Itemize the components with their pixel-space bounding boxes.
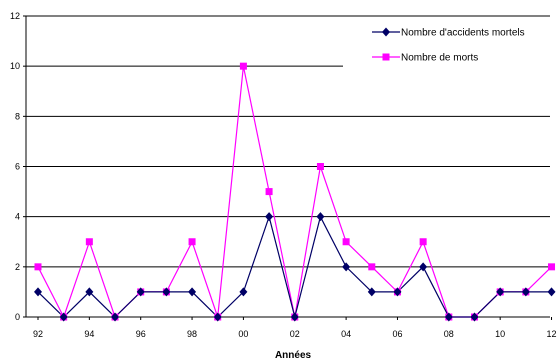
y-tick-label: 2 (15, 262, 20, 272)
y-tick-label: 6 (15, 162, 20, 172)
data-point (393, 287, 402, 297)
data-point (265, 212, 274, 222)
data-point (367, 287, 376, 297)
x-tick-label: 10 (495, 329, 505, 339)
data-point (521, 287, 530, 297)
data-point (547, 287, 556, 297)
x-tick-label: 00 (238, 329, 248, 339)
y-tick-label: 8 (15, 111, 20, 121)
legend-swatch-marker (382, 27, 390, 37)
data-point (444, 312, 453, 322)
data-point (34, 287, 42, 297)
y-tick-label: 4 (15, 212, 20, 222)
data-point (265, 188, 273, 196)
data-point (419, 262, 428, 272)
data-point (162, 287, 171, 297)
x-tick-label: 12 (547, 329, 557, 339)
data-point (368, 263, 376, 271)
data-point (239, 287, 248, 297)
data-point (290, 312, 299, 322)
data-point (188, 238, 196, 246)
y-tick-label: 10 (10, 61, 20, 71)
x-tick-label: 94 (84, 329, 94, 339)
x-tick-label: 98 (187, 329, 197, 339)
data-point (548, 263, 556, 271)
legend-label: Nombre de morts (401, 53, 478, 64)
x-tick-label: 96 (136, 329, 146, 339)
data-point (342, 238, 350, 246)
data-point (239, 62, 247, 70)
x-tick-label: 02 (290, 329, 300, 339)
series-layer (34, 62, 556, 322)
x-tick-label: 06 (392, 329, 402, 339)
data-point (470, 312, 479, 322)
data-point (59, 312, 68, 322)
x-axis-title: Années (275, 350, 312, 361)
data-point (34, 263, 42, 271)
series-line (37, 66, 552, 319)
data-point (342, 262, 351, 272)
data-point (85, 287, 94, 297)
y-tick-label: 12 (10, 11, 20, 21)
data-point (496, 287, 505, 297)
y-tick-label: 0 (15, 312, 20, 322)
data-point (419, 238, 427, 246)
x-tick-label: 08 (444, 329, 454, 339)
data-point (188, 287, 197, 297)
legend-label: Nombre d'accidents mortels (401, 28, 525, 39)
data-point (136, 287, 145, 297)
legend-swatch-marker (382, 53, 390, 61)
x-tick-label: 04 (341, 329, 351, 339)
data-point (316, 212, 325, 222)
gridlines (26, 15, 550, 268)
data-point (85, 238, 93, 246)
data-point (111, 312, 120, 322)
data-point (213, 312, 222, 322)
legend: Nombre d'accidents mortels Nombre de mort… (372, 27, 525, 64)
data-point (316, 163, 324, 170)
x-tick-label: 92 (33, 329, 43, 339)
